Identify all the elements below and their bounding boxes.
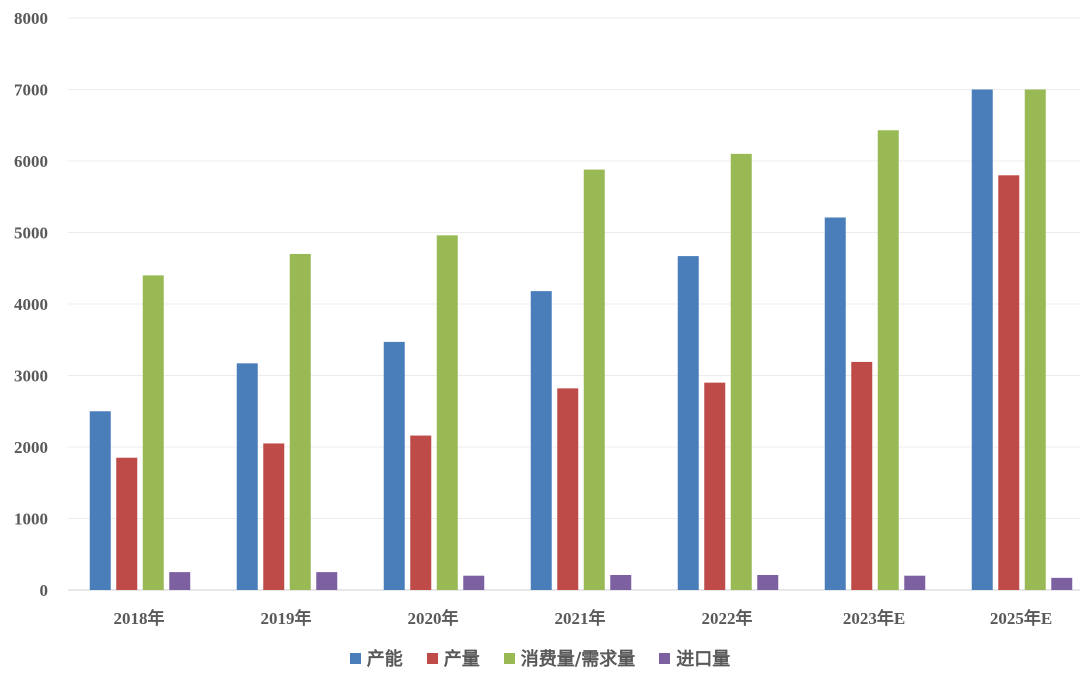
x-tick-label: 2020年 [408, 608, 459, 628]
x-tick-label: 2025年E [990, 608, 1052, 628]
bar-3-3 [610, 574, 632, 590]
bar-3-4 [757, 574, 779, 590]
bar-2-4 [730, 153, 752, 590]
bar-2-1 [289, 253, 311, 590]
x-tick-label: 2021年 [555, 608, 606, 628]
legend-label: 消费量/需求量 [520, 649, 636, 670]
y-tick-label: 0 [40, 581, 49, 600]
legend-label: 进口量 [676, 649, 731, 670]
legend-item: 消费量/需求量 [503, 645, 636, 671]
legend-item: 产量 [426, 645, 480, 671]
y-tick-label: 2000 [14, 438, 48, 457]
legend-swatch [503, 652, 515, 664]
x-tick-label: 2019年 [261, 608, 312, 628]
bar-1-6 [998, 175, 1020, 591]
y-tick-label: 5000 [14, 224, 48, 243]
bar-chart: 0 1000 2000 3000 4000 5000 6000 7000 8000 2018年 20… [14, 9, 1080, 628]
legend-swatch [349, 652, 361, 664]
legend-swatch [426, 652, 438, 664]
bar-2-5 [877, 130, 899, 590]
y-tick-label: 4000 [14, 295, 48, 314]
bar-2-6 [1024, 89, 1046, 590]
bar-3-2 [463, 575, 485, 590]
y-tick-label: 6000 [14, 152, 48, 171]
x-tick-label: 2022年 [702, 608, 753, 628]
y-tick-label: 7000 [14, 81, 48, 100]
bar-0-4 [677, 256, 699, 590]
bar-0-2 [383, 341, 405, 590]
legend-label: 产能 [366, 649, 403, 670]
bar-0-0 [89, 411, 111, 590]
bar-1-5 [851, 361, 873, 590]
y-tick-label: 1000 [14, 510, 48, 529]
bar-1-1 [263, 443, 285, 590]
legend-item: 产能 [349, 645, 403, 671]
bar-1-2 [410, 435, 432, 590]
x-tick-label: 2018年 [114, 608, 165, 628]
bar-2-3 [583, 169, 605, 590]
x-tick-label: 2023年E [843, 608, 905, 628]
y-tick-label: 3000 [14, 367, 48, 386]
bar-3-0 [169, 572, 191, 590]
bar-3-1 [316, 572, 338, 590]
bar-0-6 [971, 89, 993, 590]
bar-2-2 [436, 235, 458, 591]
bar-2-0 [142, 275, 164, 590]
bar-1-3 [557, 388, 579, 590]
legend: 产能 产量 消费量/需求量 进口量 [0, 645, 1080, 671]
bar-0-3 [530, 291, 552, 590]
y-tick-label: 8000 [14, 9, 48, 28]
legend-item: 进口量 [659, 645, 730, 671]
bar-0-1 [236, 363, 258, 590]
bar-3-6 [1051, 577, 1073, 590]
legend-swatch [659, 652, 671, 664]
legend-label: 产量 [443, 649, 480, 670]
bar-0-5 [824, 217, 846, 591]
bar-1-4 [704, 382, 726, 590]
bar-3-5 [904, 575, 926, 590]
bar-1-0 [116, 457, 138, 590]
